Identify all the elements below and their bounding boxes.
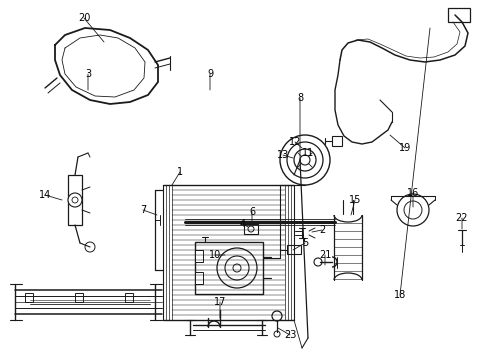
Text: 19: 19 bbox=[398, 143, 410, 153]
Text: 8: 8 bbox=[296, 93, 303, 103]
Bar bbox=[68, 175, 82, 225]
Bar bbox=[25, 293, 33, 302]
Bar bbox=[244, 224, 258, 234]
Text: 12: 12 bbox=[288, 137, 301, 147]
Text: 11: 11 bbox=[301, 148, 313, 158]
Circle shape bbox=[85, 242, 95, 252]
Text: 6: 6 bbox=[248, 207, 255, 217]
Circle shape bbox=[396, 194, 428, 226]
Text: 13: 13 bbox=[276, 150, 288, 160]
Text: 9: 9 bbox=[206, 69, 213, 79]
Circle shape bbox=[286, 142, 323, 178]
Bar bbox=[195, 242, 263, 294]
Text: 16: 16 bbox=[406, 188, 418, 198]
Circle shape bbox=[293, 149, 315, 171]
Circle shape bbox=[271, 311, 282, 321]
Bar bbox=[286, 245, 301, 254]
Bar bbox=[331, 136, 341, 146]
Circle shape bbox=[313, 258, 321, 266]
Text: 18: 18 bbox=[393, 290, 406, 300]
Bar bbox=[447, 8, 469, 22]
Text: 23: 23 bbox=[283, 330, 296, 340]
Text: 1: 1 bbox=[177, 167, 183, 177]
Circle shape bbox=[247, 226, 253, 232]
Text: 21: 21 bbox=[318, 250, 330, 260]
Circle shape bbox=[403, 201, 421, 219]
Text: 7: 7 bbox=[140, 205, 146, 215]
Text: 17: 17 bbox=[213, 297, 226, 307]
Circle shape bbox=[232, 264, 241, 272]
Text: 4: 4 bbox=[240, 219, 245, 229]
Text: 15: 15 bbox=[348, 195, 361, 205]
Text: 5: 5 bbox=[301, 238, 307, 248]
Circle shape bbox=[224, 256, 248, 280]
Bar bbox=[125, 293, 133, 302]
Circle shape bbox=[280, 135, 329, 185]
Text: 3: 3 bbox=[85, 69, 91, 79]
Circle shape bbox=[299, 155, 309, 165]
Bar bbox=[195, 250, 203, 262]
Text: 14: 14 bbox=[39, 190, 51, 200]
Text: 20: 20 bbox=[78, 13, 90, 23]
Text: 2: 2 bbox=[318, 225, 325, 235]
Circle shape bbox=[72, 197, 78, 203]
Circle shape bbox=[68, 193, 82, 207]
Circle shape bbox=[217, 248, 257, 288]
Bar bbox=[195, 272, 203, 284]
Bar bbox=[75, 293, 83, 302]
Text: 22: 22 bbox=[455, 213, 468, 223]
Text: 10: 10 bbox=[208, 250, 221, 260]
Circle shape bbox=[273, 331, 280, 337]
